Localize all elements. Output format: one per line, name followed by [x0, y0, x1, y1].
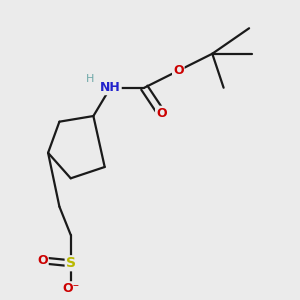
Text: S: S: [66, 256, 76, 270]
Text: H: H: [86, 74, 95, 84]
Text: O: O: [173, 64, 184, 77]
Text: NH: NH: [100, 81, 121, 94]
Text: O: O: [37, 254, 48, 267]
Text: O: O: [156, 107, 166, 120]
Text: O⁻: O⁻: [62, 282, 80, 295]
